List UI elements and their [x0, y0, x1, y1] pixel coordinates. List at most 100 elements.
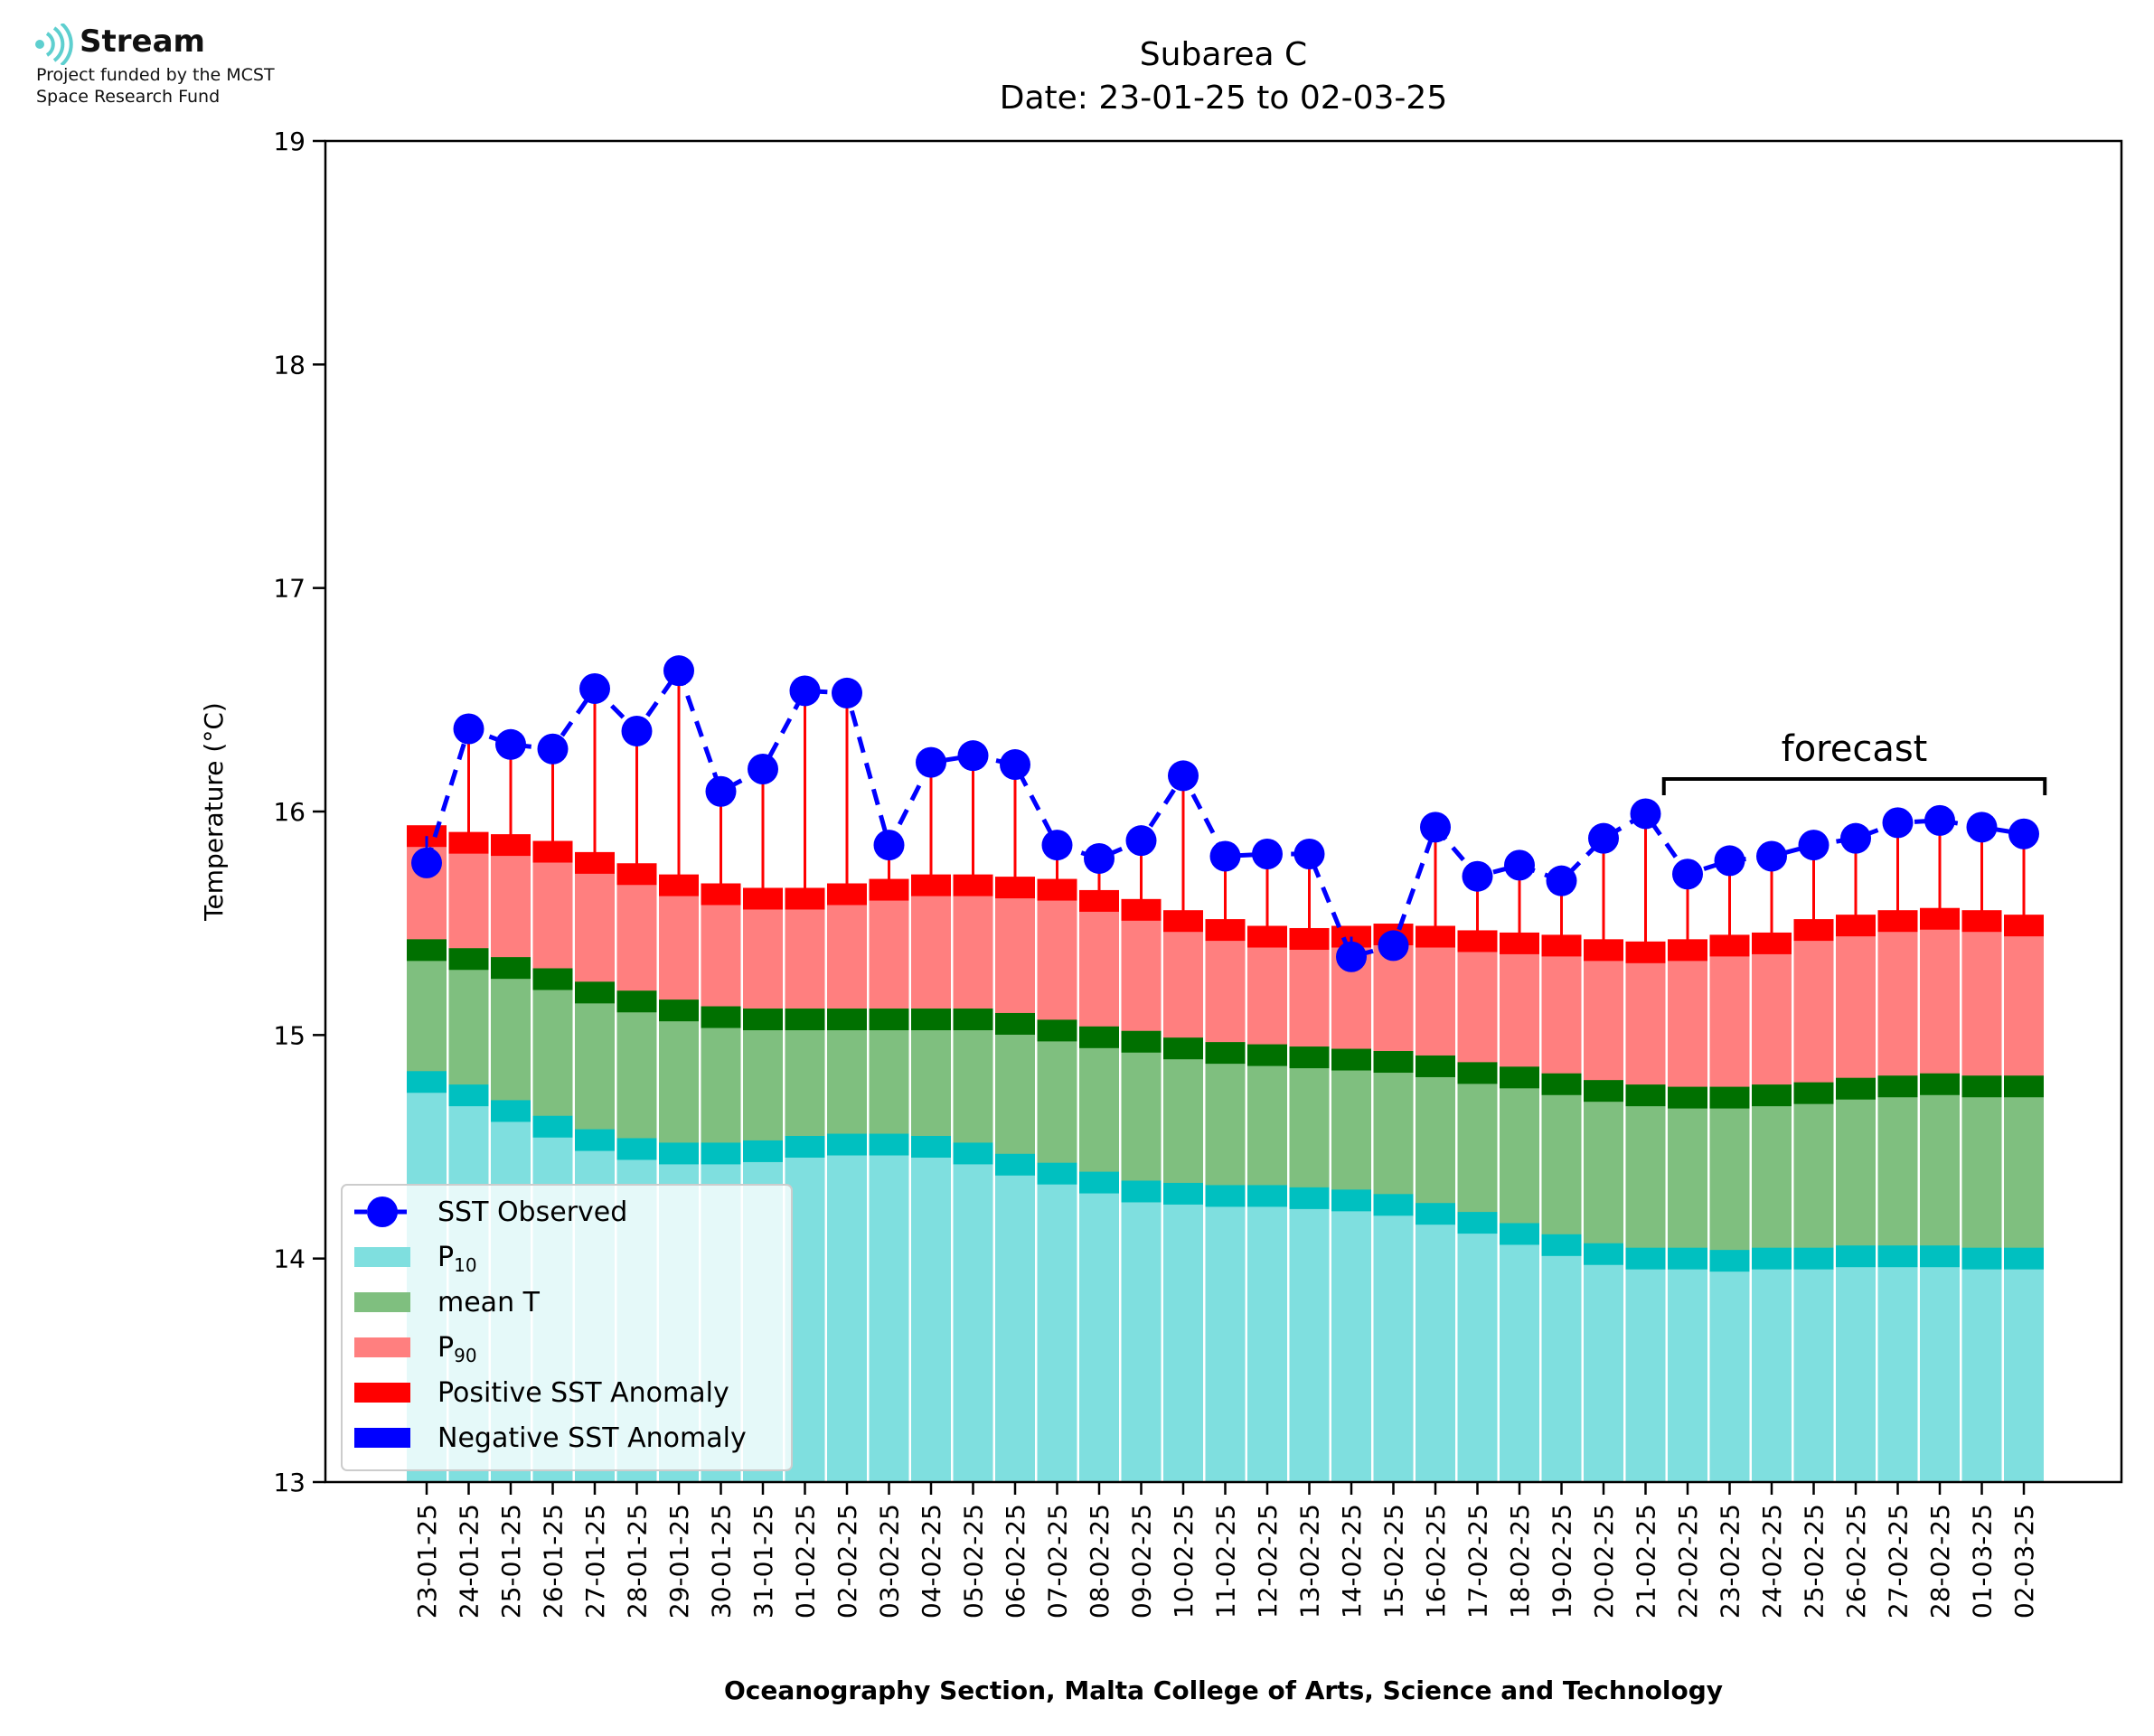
y-tick-label: 18 — [273, 350, 306, 380]
sst-observed-point — [1041, 830, 1073, 861]
x-tick-label: 16-02-25 — [1421, 1504, 1451, 1619]
y-tick-label: 19 — [273, 127, 306, 156]
x-tick-label: 15-02-25 — [1379, 1504, 1409, 1619]
p90-bar — [1920, 918, 1960, 1084]
p10-marker — [1500, 1223, 1539, 1245]
mean-t-marker — [1709, 1086, 1750, 1109]
p10-marker — [1541, 1234, 1582, 1256]
p10-marker — [1752, 1247, 1792, 1270]
y-tick-label: 13 — [273, 1468, 306, 1497]
mean-t-bar — [1584, 1091, 1623, 1254]
mean-t-bar — [995, 1023, 1035, 1165]
x-tick-label: 23-02-25 — [1716, 1504, 1745, 1619]
mean-t-bar — [1037, 1030, 1077, 1174]
mean-t-bar — [1500, 1077, 1539, 1234]
sst-observed-point — [537, 733, 569, 765]
p10-bar — [827, 1144, 867, 1482]
x-tick-label: 12-02-25 — [1253, 1504, 1283, 1619]
mean-t-marker — [1331, 1048, 1371, 1071]
sst-observed-point — [789, 675, 821, 707]
sst-observed-point — [411, 847, 442, 878]
sst-observed-point — [1293, 838, 1325, 869]
p90-bar — [1121, 909, 1162, 1042]
mean-t-bar — [1752, 1095, 1792, 1259]
mean-t-marker — [1079, 1026, 1119, 1048]
x-tick-label: 28-02-25 — [1925, 1504, 1955, 1619]
p10-marker — [448, 1084, 489, 1107]
p10-bar — [1121, 1191, 1162, 1482]
legend-marker-swatch — [367, 1196, 398, 1227]
p90-bar — [575, 862, 615, 993]
p10-marker — [1373, 1194, 1414, 1216]
p10-bar — [1416, 1214, 1455, 1482]
p10-marker — [491, 1100, 531, 1122]
p10-bar — [1793, 1258, 1834, 1482]
mean-t-marker — [1584, 1080, 1623, 1103]
mean-t-bar — [575, 992, 615, 1140]
forecast-bracket: forecast — [1661, 728, 2047, 795]
sst-observed-point — [1209, 840, 1241, 872]
p10-bar — [1668, 1258, 1707, 1482]
mean-t-marker — [1541, 1073, 1582, 1095]
p90-bar — [785, 898, 825, 1020]
p90-bar — [1668, 950, 1707, 1098]
chart-subtitle: Date: 23-01-25 to 02-03-25 — [1000, 80, 1447, 117]
x-tick-label: 22-02-25 — [1673, 1504, 1703, 1619]
mean-t-marker — [1836, 1077, 1876, 1100]
p10-marker — [953, 1142, 993, 1165]
p10-marker — [869, 1133, 909, 1156]
legend-label: Positive SST Anomaly — [437, 1377, 729, 1409]
p90-bar — [953, 885, 993, 1020]
p10-marker — [1584, 1243, 1623, 1265]
p90-bar — [995, 887, 1035, 1024]
x-tick-label: 07-02-25 — [1043, 1504, 1073, 1619]
mean-t-bar — [448, 959, 489, 1096]
p10-bar — [1457, 1223, 1498, 1482]
mean-t-marker — [911, 1009, 951, 1031]
sst-observed-point — [1084, 842, 1115, 874]
x-tick-label: 28-01-25 — [623, 1504, 653, 1619]
p10-marker — [532, 1115, 573, 1138]
mean-t-bar — [407, 950, 447, 1083]
sst-observed-point — [748, 754, 778, 785]
mean-t-marker — [575, 981, 615, 1004]
x-tick-label: 23-01-25 — [412, 1504, 442, 1619]
p90-bar — [1289, 938, 1330, 1058]
mean-t-marker — [1961, 1075, 2002, 1098]
mean-t-bar — [532, 979, 573, 1127]
p90-bar — [743, 898, 783, 1020]
p90-bar — [1877, 921, 1918, 1087]
mean-t-bar — [2004, 1086, 2044, 1259]
p90-bar — [1793, 930, 1834, 1093]
x-tick-label: 27-01-25 — [580, 1504, 610, 1619]
sst-observed-point — [1462, 860, 1493, 892]
mean-t-bar — [1877, 1086, 1918, 1257]
p10-bar — [869, 1144, 909, 1482]
mean-t-bar — [491, 968, 531, 1112]
mean-t-bar — [1121, 1041, 1162, 1192]
sst-observed-point — [705, 775, 737, 807]
legend-label-subscript: 90 — [454, 1345, 476, 1366]
chart-title: Subarea C — [1140, 36, 1307, 73]
mean-t-bar — [1163, 1048, 1203, 1194]
x-tick-label: 01-03-25 — [1968, 1504, 1998, 1619]
sst-observed-point — [1966, 812, 1998, 843]
mean-t-bar — [743, 1019, 783, 1151]
mean-t-marker — [1500, 1066, 1539, 1089]
mean-t-bar — [1709, 1097, 1750, 1262]
p90-bar — [1709, 945, 1750, 1098]
mean-t-marker — [1920, 1073, 1960, 1095]
p10-marker — [1247, 1185, 1287, 1207]
p10-marker — [1079, 1171, 1119, 1194]
mean-t-marker — [491, 957, 531, 980]
p10-marker — [1163, 1182, 1203, 1205]
p10-bar — [911, 1147, 951, 1482]
x-tick-label: 26-02-25 — [1841, 1504, 1871, 1619]
p10-bar — [1163, 1193, 1203, 1482]
mean-t-marker — [785, 1009, 825, 1031]
mean-t-marker — [659, 999, 699, 1022]
mean-t-marker — [869, 1009, 909, 1031]
p10-bar — [1625, 1258, 1666, 1482]
legend-label: mean T — [437, 1287, 541, 1318]
y-tick-label: 16 — [273, 797, 306, 827]
